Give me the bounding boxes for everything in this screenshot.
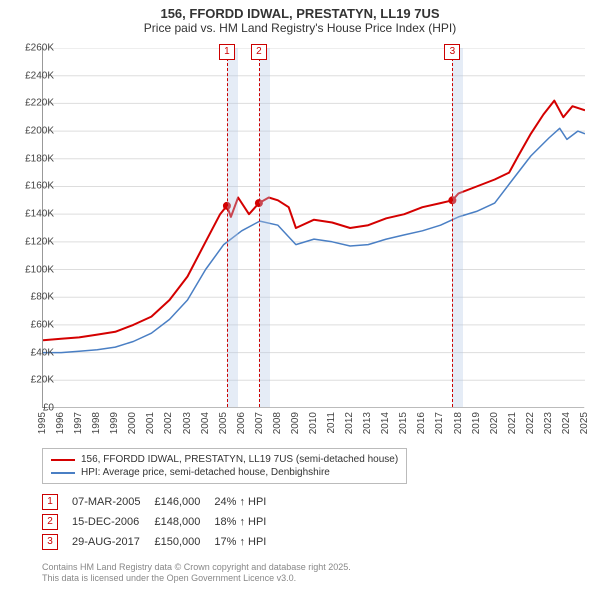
x-tick-label: 2009 — [290, 412, 301, 434]
title-address: 156, FFORDD IDWAL, PRESTATYN, LL19 7US — [0, 6, 600, 21]
y-tick-label: £140K — [4, 209, 54, 220]
event-dashed-line — [452, 48, 453, 407]
x-tick-label: 2022 — [525, 412, 536, 434]
events-table: 1 07-MAR-2005£146,00024% ↑ HPI 2 15-DEC-200… — [42, 492, 280, 552]
chart-container: 156, FFORDD IDWAL, PRESTATYN, LL19 7US P… — [0, 0, 600, 590]
chart-svg — [43, 48, 585, 408]
event-price: £146,000 — [154, 492, 214, 512]
x-tick-label: 2014 — [380, 412, 391, 434]
legend-swatch — [51, 472, 75, 474]
y-tick-label: £60K — [4, 319, 54, 330]
y-tick-label: £20K — [4, 375, 54, 386]
x-tick-label: 2021 — [507, 412, 518, 434]
event-date: 15-DEC-2006 — [72, 512, 154, 532]
event-id-box: 1 — [42, 494, 58, 510]
legend-label: 156, FFORDD IDWAL, PRESTATYN, LL19 7US (… — [81, 454, 398, 465]
x-tick-label: 2023 — [543, 412, 554, 434]
y-tick-label: £200K — [4, 126, 54, 137]
event-band — [452, 48, 463, 407]
x-tick-label: 2004 — [200, 412, 211, 434]
x-tick-label: 2000 — [127, 412, 138, 434]
y-tick-label: £160K — [4, 181, 54, 192]
footnote-line2: This data is licensed under the Open Gov… — [42, 573, 296, 583]
x-tick-label: 1999 — [109, 412, 120, 434]
legend: 156, FFORDD IDWAL, PRESTATYN, LL19 7US (… — [42, 448, 407, 484]
x-tick-label: 2006 — [236, 412, 247, 434]
x-tick-label: 2015 — [398, 412, 409, 434]
event-dashed-line — [227, 48, 228, 407]
event-dashed-line — [259, 48, 260, 407]
event-id-box: 2 — [42, 514, 58, 530]
event-row: 2 15-DEC-2006£148,00018% ↑ HPI — [42, 512, 280, 532]
x-tick-label: 2024 — [561, 412, 572, 434]
footnote-line1: Contains HM Land Registry data © Crown c… — [42, 562, 351, 572]
x-tick-label: 2007 — [254, 412, 265, 434]
x-tick-label: 2016 — [416, 412, 427, 434]
x-tick-label: 1997 — [73, 412, 84, 434]
event-marker-box: 1 — [219, 44, 235, 60]
event-marker-box: 3 — [444, 44, 460, 60]
y-tick-label: £180K — [4, 153, 54, 164]
x-tick-label: 2005 — [218, 412, 229, 434]
event-date: 07-MAR-2005 — [72, 492, 154, 512]
legend-item: 156, FFORDD IDWAL, PRESTATYN, LL19 7US (… — [51, 453, 398, 466]
x-tick-label: 2013 — [362, 412, 373, 434]
event-delta: 17% ↑ HPI — [214, 532, 280, 552]
x-tick-label: 2025 — [579, 412, 590, 434]
x-tick-label: 2018 — [453, 412, 464, 434]
y-tick-label: £260K — [4, 43, 54, 54]
title-subtitle: Price paid vs. HM Land Registry's House … — [0, 21, 600, 35]
x-tick-label: 2002 — [163, 412, 174, 434]
x-tick-label: 2017 — [434, 412, 445, 434]
event-price: £150,000 — [154, 532, 214, 552]
x-tick-label: 1995 — [37, 412, 48, 434]
plot-area: 123 — [42, 48, 584, 408]
x-tick-label: 2020 — [489, 412, 500, 434]
event-delta: 24% ↑ HPI — [214, 492, 280, 512]
y-tick-label: £120K — [4, 236, 54, 247]
x-tick-label: 2008 — [272, 412, 283, 434]
legend-swatch — [51, 459, 75, 461]
x-tick-label: 2010 — [308, 412, 319, 434]
x-tick-label: 2012 — [344, 412, 355, 434]
x-tick-label: 1998 — [91, 412, 102, 434]
event-row: 1 07-MAR-2005£146,00024% ↑ HPI — [42, 492, 280, 512]
event-band — [227, 48, 238, 407]
x-tick-label: 2011 — [326, 412, 337, 434]
event-band — [259, 48, 270, 407]
event-date: 29-AUG-2017 — [72, 532, 154, 552]
event-marker-box: 2 — [251, 44, 267, 60]
x-tick-label: 2001 — [145, 412, 156, 434]
y-tick-label: £220K — [4, 98, 54, 109]
legend-item: HPI: Average price, semi-detached house,… — [51, 466, 398, 479]
footnote: Contains HM Land Registry data © Crown c… — [42, 562, 351, 585]
x-tick-label: 2003 — [182, 412, 193, 434]
legend-label: HPI: Average price, semi-detached house,… — [81, 467, 330, 478]
x-tick-label: 2019 — [471, 412, 482, 434]
x-tick-label: 1996 — [55, 412, 66, 434]
y-tick-label: £240K — [4, 70, 54, 81]
title-area: 156, FFORDD IDWAL, PRESTATYN, LL19 7US P… — [0, 0, 600, 35]
event-delta: 18% ↑ HPI — [214, 512, 280, 532]
y-tick-label: £80K — [4, 292, 54, 303]
y-tick-label: £40K — [4, 347, 54, 358]
event-price: £148,000 — [154, 512, 214, 532]
event-row: 3 29-AUG-2017£150,00017% ↑ HPI — [42, 532, 280, 552]
y-tick-label: £100K — [4, 264, 54, 275]
event-id-box: 3 — [42, 534, 58, 550]
